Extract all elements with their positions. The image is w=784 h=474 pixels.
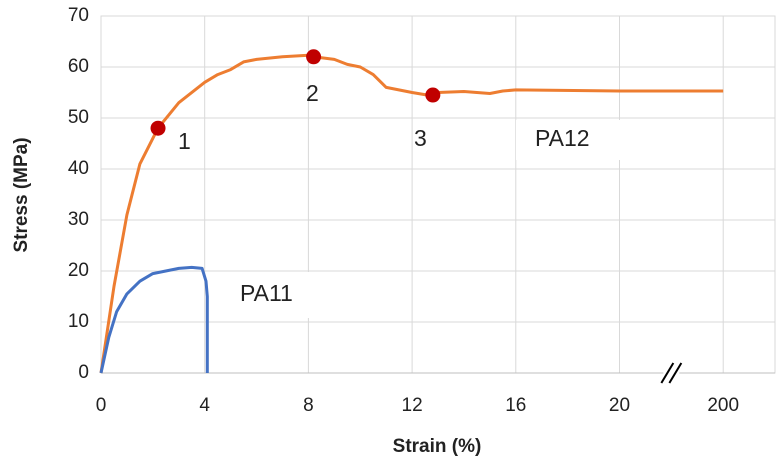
x-tick-label: 20 (609, 395, 630, 416)
axis-break (668, 362, 683, 384)
x-tick-label: 12 (402, 395, 423, 416)
highlight-point (306, 49, 322, 65)
y-tick-label: 70 (68, 5, 89, 26)
x-tick-label: 8 (303, 395, 314, 416)
y-tick-label: 30 (68, 209, 89, 230)
x-tick-label: 4 (199, 395, 210, 416)
label-box (224, 272, 324, 318)
y-tick-label: 20 (68, 260, 89, 281)
x-tick-label: 16 (505, 395, 526, 416)
y-axis-title: Stress (MPa) (11, 137, 32, 252)
y-tick-label: 60 (68, 56, 89, 77)
x-tick-label: 0 (96, 395, 107, 416)
highlight-point (425, 87, 441, 103)
axis-break (660, 362, 675, 384)
label-box (516, 120, 621, 160)
point-label: 1 (178, 128, 191, 154)
series-line (99, 265, 209, 374)
point-label: 3 (414, 125, 427, 151)
x-axis-title: Strain (%) (393, 436, 482, 457)
highlight-point (150, 120, 166, 136)
y-tick-label: 10 (68, 311, 89, 332)
marks (99, 49, 724, 374)
y-tick-label: 0 (78, 362, 89, 383)
series-label: PA12 (535, 125, 590, 151)
plot-area (100, 15, 776, 374)
axis-break-gap (663, 361, 680, 385)
y-tick-label: 50 (68, 107, 89, 128)
point-label: 2 (306, 80, 319, 106)
y-tick-label: 40 (68, 158, 89, 179)
series-label: PA11 (240, 280, 293, 306)
x-tick-label: 200 (707, 395, 739, 416)
